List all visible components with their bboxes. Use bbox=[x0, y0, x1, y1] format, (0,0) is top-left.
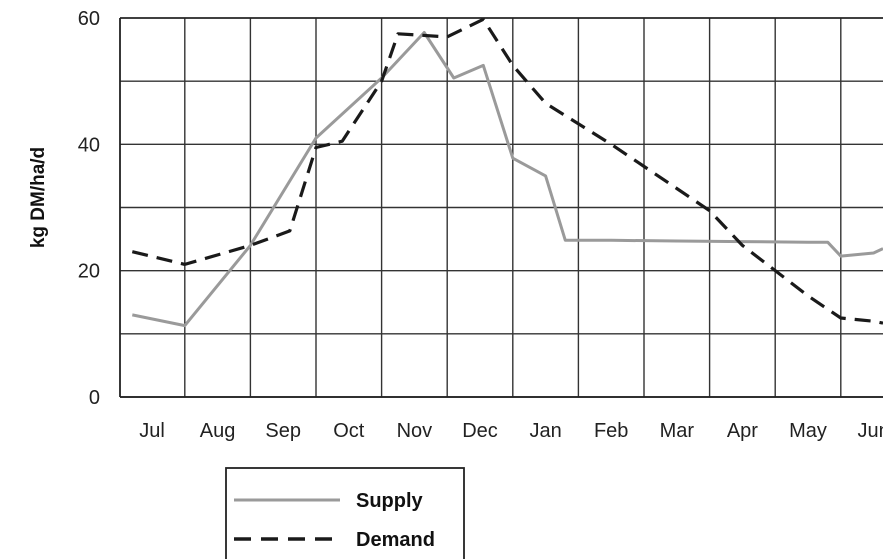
y-tick-label: 20 bbox=[78, 261, 100, 283]
x-tick-label-aug: Aug bbox=[200, 420, 236, 442]
x-tick-label-may: May bbox=[789, 420, 827, 442]
x-tick-label-jun: Jun bbox=[857, 420, 883, 442]
legend-label-supply: Supply bbox=[356, 490, 424, 512]
x-tick-label-jul: Jul bbox=[139, 420, 165, 442]
y-tick-label: 0 bbox=[89, 387, 100, 409]
x-tick-labels: Jul Aug Sep Oct Nov Dec Jan Feb Mar Apr May Jun bbox=[139, 420, 883, 442]
x-tick-label-sep: Sep bbox=[265, 420, 301, 442]
x-tick-label-apr: Apr bbox=[727, 420, 758, 442]
y-axis-title: kg DM/ha/d bbox=[28, 147, 49, 248]
legend-box bbox=[225, 467, 465, 559]
series-lines bbox=[131, 17, 883, 328]
legend: Supply Demand bbox=[225, 467, 465, 559]
series-line-supply bbox=[132, 31, 883, 328]
y-tick-labels: 0 20 40 60 bbox=[78, 8, 100, 409]
y-tick-label: 40 bbox=[78, 134, 100, 156]
x-tick-label-nov: Nov bbox=[397, 420, 433, 442]
x-tick-label-feb: Feb bbox=[594, 420, 628, 442]
x-tick-label-jan: Jan bbox=[529, 420, 561, 442]
x-tick-label-mar: Mar bbox=[660, 420, 695, 442]
y-tick-label: 60 bbox=[78, 8, 100, 30]
plot-frame bbox=[119, 17, 883, 398]
gridlines bbox=[120, 17, 883, 398]
x-tick-label-oct: Oct bbox=[333, 420, 365, 442]
x-tick-label-dec: Dec bbox=[462, 420, 498, 442]
series-line-demand bbox=[131, 17, 883, 325]
legend-label-demand: Demand bbox=[356, 529, 435, 551]
